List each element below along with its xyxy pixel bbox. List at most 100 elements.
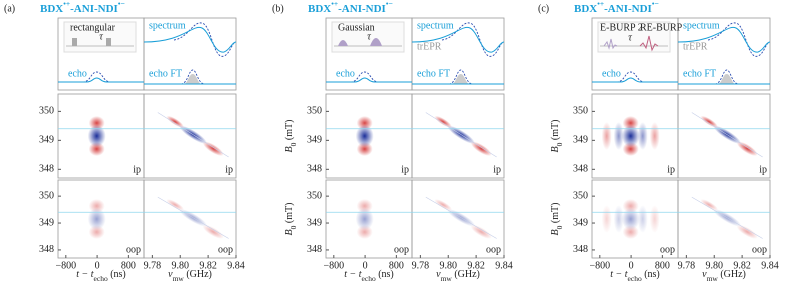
x2-tick-label: 9.80: [705, 260, 723, 271]
y-tick-label: 349: [39, 135, 54, 146]
x2-tick-label: 9.80: [171, 260, 189, 271]
subplot-frame: [143, 93, 237, 179]
pulse: [106, 38, 111, 46]
pulse-box: [63, 21, 137, 53]
pulse: [72, 38, 77, 46]
pulse-label: Gaussian: [338, 22, 375, 33]
echo-label: echo: [336, 68, 355, 79]
map-lobe: [700, 199, 718, 211]
x2-tick-label: 9.80: [439, 260, 457, 271]
panel-title-part: -ANI-NDI: [70, 3, 118, 15]
echo-ft-trace: [448, 69, 504, 85]
subplot-frame: [143, 17, 237, 91]
map-lobe: [166, 199, 184, 211]
map-lobe: [202, 224, 224, 239]
echo-label: echo: [68, 68, 87, 79]
y-axis-label-part: (mT): [284, 120, 295, 143]
map-lobe: [434, 199, 452, 211]
spectrum-label: echo FT: [149, 68, 182, 79]
map-signal: [355, 199, 374, 239]
panel-title-part: •+: [331, 0, 338, 8]
panel-title-part: •−: [118, 0, 125, 8]
map-lobe: [355, 125, 374, 147]
y-axis-label: B0 (mT): [284, 120, 298, 153]
map-lobe: [355, 208, 374, 230]
map-lobe: [434, 115, 452, 128]
subplot-frame: [411, 93, 505, 179]
panel-label: (a): [4, 3, 15, 14]
echo-ft: [717, 74, 736, 84]
echo-label: echo: [602, 68, 621, 79]
row-label: ip: [225, 164, 233, 175]
panel-label: (c): [538, 3, 549, 14]
y-tick-label: 348: [39, 244, 54, 255]
y-axis-label: B0 (mT): [284, 203, 298, 236]
map-lobe: [166, 115, 184, 128]
x-tick-label: 0: [629, 260, 634, 271]
row-label: ip: [667, 164, 675, 175]
map-lobe: [621, 208, 640, 230]
echo-ft: [451, 74, 470, 84]
x2-axis-label-part: (GHz): [184, 269, 212, 280]
y-tick-label: 348: [307, 244, 322, 255]
x2-axis-label: νmw (GHz): [436, 269, 480, 283]
row-label: ip: [401, 164, 409, 175]
row-label: ip: [759, 164, 767, 175]
map-ripple: [649, 122, 660, 150]
x-axis-label-part: echo: [628, 274, 642, 283]
x2-axis-label-part: mw: [173, 274, 185, 283]
map-lobe: [470, 141, 492, 156]
panel-title-part: •−: [386, 0, 393, 8]
spectrum-trace: [677, 26, 771, 53]
spectrum-label: trEPR: [683, 41, 708, 52]
x-axis-label-part: (ns): [642, 269, 660, 280]
x-tick-label: 800: [121, 260, 136, 271]
panel-title-part: -ANI-NDI: [604, 3, 652, 15]
x2-axis-label-part: (GHz): [718, 269, 746, 280]
x2-tick-label: 9.82: [733, 260, 751, 271]
echo-trace: [58, 71, 144, 83]
x2-tick-label: 9.84: [495, 260, 513, 271]
x2-tick-label: 9.78: [678, 260, 696, 271]
map-lobe: [87, 125, 106, 147]
row-label: oop: [660, 244, 675, 255]
panel-title-part: -ANI-NDI: [338, 3, 386, 15]
pulse-label: E-BURP 2: [600, 22, 643, 33]
pulse: [639, 35, 659, 52]
row-label: oop: [486, 244, 501, 255]
x2-tick-label: 9.84: [761, 260, 779, 271]
x-axis-label-part: (ns): [108, 269, 126, 280]
y-tick-label: 350: [39, 190, 54, 201]
subplot-frame: [677, 17, 771, 91]
y-axis-label-part: 0: [289, 225, 298, 229]
y-tick-label: 350: [307, 106, 322, 117]
x-axis-label-part: echo: [362, 274, 376, 283]
x2-axis-label: νmw (GHz): [702, 269, 746, 283]
spectrum-label: trEPR: [417, 41, 442, 52]
y-axis-label-part: B: [550, 229, 561, 235]
pulse: [370, 38, 382, 46]
y-axis-label-part: 0: [289, 142, 298, 146]
panel-title: BDX•+-ANI-NDI•−: [308, 0, 393, 15]
x-tick-label: 800: [389, 260, 404, 271]
x-axis-label-part: t − t: [610, 269, 628, 280]
map-signal: [601, 199, 660, 239]
spectrum-label: echo FT: [417, 68, 450, 79]
panel-title-part: •+: [597, 0, 604, 8]
y-tick-label: 349: [307, 217, 322, 228]
x2-tick-label: 9.78: [412, 260, 430, 271]
spectrum-label: echo FT: [683, 68, 716, 79]
map-signal: [87, 199, 106, 239]
subplot-frame: [411, 17, 505, 91]
echo-ft-trace: [714, 69, 770, 85]
pulse-label: RE-BURP: [640, 22, 683, 33]
y-tick-label: 350: [39, 106, 54, 117]
map-lobe: [470, 224, 492, 239]
spectrum-label: spectrum: [683, 20, 720, 31]
x2-axis-label-part: ν: [702, 269, 707, 280]
x-axis-label-part: t − t: [344, 269, 362, 280]
x2-axis-label-part: ν: [168, 269, 173, 280]
x-axis-label-part: t − t: [76, 269, 94, 280]
x-axis-label: t − techo (ns): [344, 269, 394, 283]
y-axis-label-part: B: [550, 146, 561, 152]
